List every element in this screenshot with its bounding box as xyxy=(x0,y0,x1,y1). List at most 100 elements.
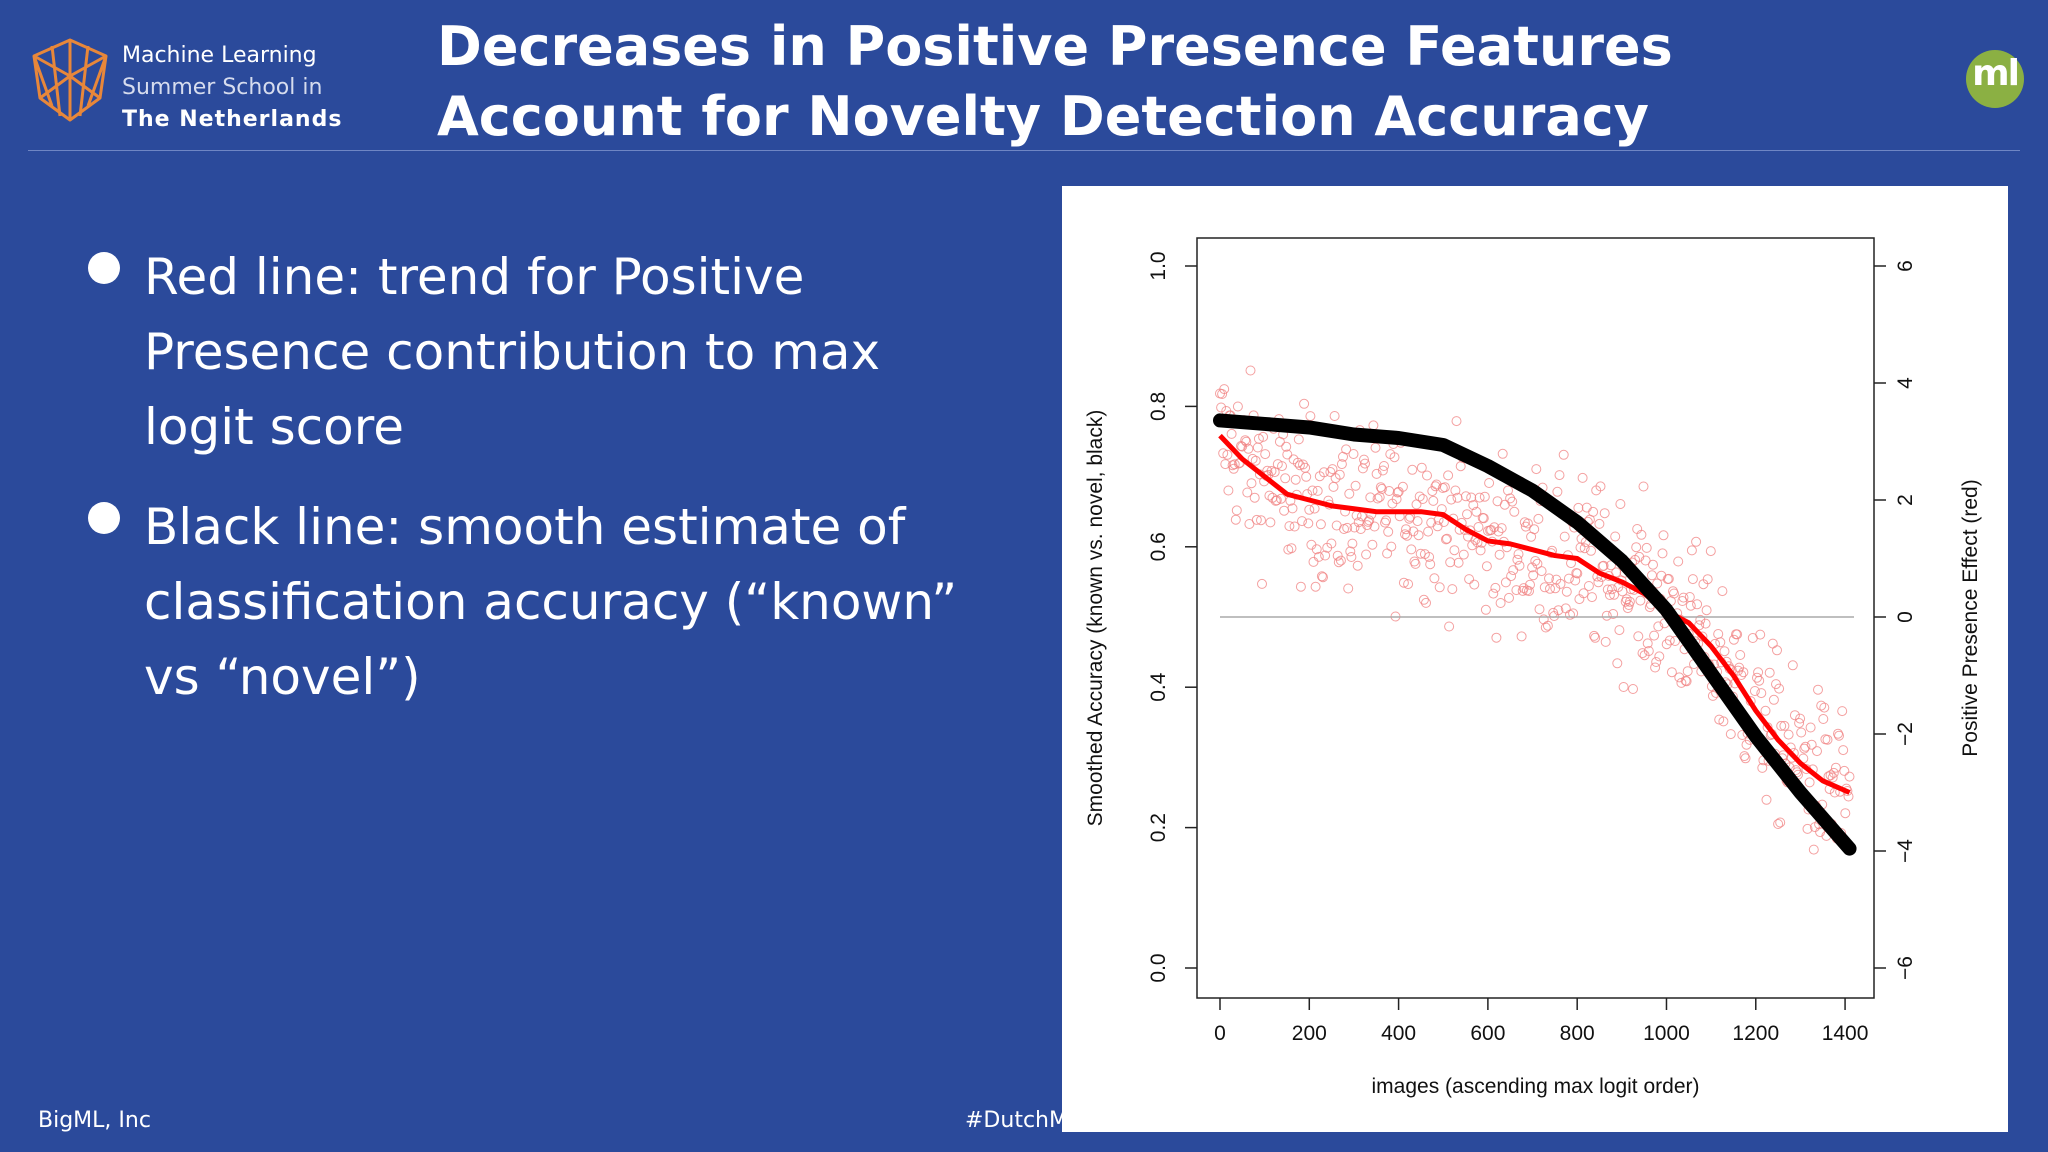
y2-tick-label: −4 xyxy=(1894,839,1917,863)
scatter-point xyxy=(1241,436,1252,447)
scatter-point xyxy=(1583,581,1594,591)
y-tick-label: 0.6 xyxy=(1147,532,1170,561)
scatter-point xyxy=(1816,700,1827,711)
scatter-point xyxy=(1794,718,1805,728)
scatter-point xyxy=(1753,667,1764,678)
scatter-point xyxy=(1825,770,1836,781)
scatter-point xyxy=(1369,521,1380,532)
scatter-point xyxy=(1270,495,1281,506)
scatter-point xyxy=(1573,502,1584,513)
scatter-point xyxy=(1593,577,1604,588)
scatter-point xyxy=(1377,465,1388,476)
scatter-point xyxy=(1347,538,1358,549)
title-divider xyxy=(28,150,2020,151)
scatter-point xyxy=(1422,470,1432,481)
scatter-point xyxy=(1407,464,1418,475)
scatter-point xyxy=(1289,521,1300,532)
scatter-point xyxy=(1467,540,1478,551)
scatter-point xyxy=(1787,660,1798,671)
scatter-point xyxy=(1558,449,1569,460)
footer-company: BigML, Inc xyxy=(38,1108,151,1133)
scatter-point xyxy=(1822,734,1833,745)
scatter-point xyxy=(1779,720,1790,731)
scatter-point xyxy=(1761,794,1772,805)
scatter-point xyxy=(1637,648,1648,659)
x-axis-label: images (ascending max logit order) xyxy=(1372,1075,1700,1098)
scatter-point xyxy=(1800,741,1811,752)
y2-axis-label: Positive Presence Effect (red) xyxy=(1959,479,1982,756)
scatter-point xyxy=(1715,637,1726,648)
scatter-point xyxy=(1808,844,1819,855)
scatter-point xyxy=(1382,548,1393,559)
scatter-point xyxy=(1497,448,1508,459)
scatter-point xyxy=(1754,675,1765,686)
scatter-point xyxy=(1313,551,1324,562)
scatter-point xyxy=(1311,544,1322,555)
scatter-point xyxy=(1796,727,1807,738)
scatter-point xyxy=(1695,614,1706,625)
scatter-point xyxy=(1611,567,1622,578)
scatter-point xyxy=(1702,574,1713,585)
scatter-point xyxy=(1757,762,1768,773)
scatter-point xyxy=(1316,571,1327,582)
scatter-point xyxy=(1312,485,1323,496)
y-tick-label: 0.4 xyxy=(1147,672,1170,702)
scatter-point xyxy=(1680,675,1691,686)
scatter-point xyxy=(1350,480,1361,491)
scatter-point xyxy=(1320,550,1331,561)
scatter-point xyxy=(1508,565,1519,576)
scatter-point xyxy=(1516,631,1527,642)
scatter-point xyxy=(1265,517,1276,528)
scatter-point xyxy=(1767,638,1778,649)
scatter-point xyxy=(1428,495,1439,506)
scatter-point xyxy=(1697,631,1708,642)
x-tick-label: 400 xyxy=(1381,1022,1416,1045)
scatter-point xyxy=(1719,646,1730,657)
x-tick-label: 200 xyxy=(1292,1022,1327,1045)
positive-presence-trend-line xyxy=(1218,433,1851,795)
scatter-point xyxy=(1318,572,1328,583)
scatter-point xyxy=(1563,573,1574,584)
scatter-point xyxy=(1572,568,1583,579)
scatter-point xyxy=(1414,491,1425,502)
y2-tick-label: −6 xyxy=(1894,956,1917,980)
scatter-point xyxy=(1364,515,1375,526)
y-tick-label: 0.8 xyxy=(1147,392,1170,421)
scatter-point xyxy=(1610,531,1621,542)
scatter-point xyxy=(1840,808,1851,819)
scatter-point xyxy=(1536,566,1547,577)
scatter-point xyxy=(1590,632,1601,643)
scatter-point xyxy=(1310,581,1321,592)
scatter-point xyxy=(1589,630,1600,641)
scatter-point xyxy=(1804,777,1815,788)
scatter-point xyxy=(1687,574,1698,585)
scatter-point xyxy=(1513,549,1524,560)
scatter-point xyxy=(1609,589,1620,600)
bullet-text: Black line: smooth estimate of classific… xyxy=(144,498,958,706)
scatter-point xyxy=(1342,522,1353,533)
scatter-point xyxy=(1518,583,1529,594)
scatter-point xyxy=(1478,513,1489,524)
scatter-point xyxy=(1493,526,1504,537)
scatter-point xyxy=(1250,455,1261,466)
scatter-point xyxy=(1736,670,1747,680)
scatter-point xyxy=(1328,481,1339,492)
scatter-point xyxy=(1346,552,1357,562)
y2-tick-label: 4 xyxy=(1894,377,1917,389)
scatter-point xyxy=(1458,549,1469,560)
scatter-point xyxy=(1670,636,1681,646)
scatter-point xyxy=(1604,590,1615,600)
scatter-point xyxy=(1475,545,1486,556)
scatter-point xyxy=(1774,683,1785,694)
bullet-list: Red line: trend for Positive Presence co… xyxy=(80,240,960,740)
scatter-point xyxy=(1408,526,1419,537)
bullet-red-line: Red line: trend for Positive Presence co… xyxy=(80,240,960,465)
scatter-point xyxy=(1315,519,1326,530)
scatter-point xyxy=(1606,560,1616,571)
scatter-point xyxy=(1421,597,1431,608)
scatter-point xyxy=(1371,468,1382,479)
scatter-point xyxy=(1532,558,1543,569)
scatter-point xyxy=(1348,449,1359,459)
scatter-point xyxy=(1673,556,1684,567)
scatter-point xyxy=(1300,462,1311,473)
